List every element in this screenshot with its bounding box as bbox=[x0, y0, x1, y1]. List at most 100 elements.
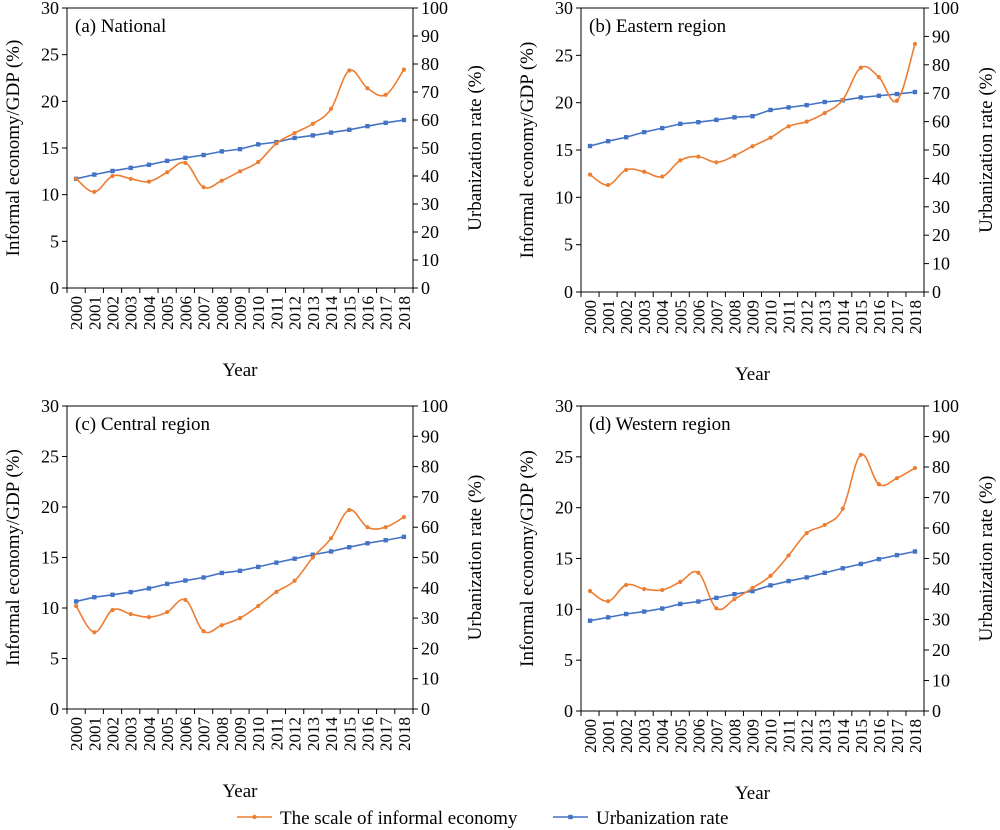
data-point bbox=[641, 129, 647, 135]
x-tick-label: 2012 bbox=[798, 719, 817, 753]
data-point bbox=[732, 591, 737, 597]
data-point bbox=[201, 152, 206, 158]
x-tick-label: 2012 bbox=[286, 717, 305, 751]
data-point bbox=[732, 597, 737, 602]
y-tick-label: 20 bbox=[41, 497, 59, 517]
x-axis-title: Year bbox=[735, 364, 771, 385]
data-point bbox=[822, 110, 827, 116]
data-point bbox=[383, 92, 388, 97]
data-point bbox=[164, 158, 170, 164]
y-right-tick-label: 0 bbox=[421, 699, 430, 719]
y-tick-label: 5 bbox=[50, 231, 59, 251]
data-point bbox=[401, 534, 407, 540]
y-right-tick-label: 10 bbox=[932, 671, 950, 691]
panel-title: (b) Eastern region bbox=[589, 16, 727, 37]
legend-marker-urbanization-rate bbox=[568, 814, 573, 820]
y-right-tick-label: 80 bbox=[421, 54, 439, 74]
data-point bbox=[165, 609, 170, 615]
y-right-tick-label: 40 bbox=[421, 166, 439, 186]
data-point bbox=[383, 120, 388, 125]
x-tick-label: 2006 bbox=[689, 300, 708, 334]
x-tick-label: 2002 bbox=[104, 296, 123, 330]
y-tick-label: 20 bbox=[41, 91, 59, 111]
data-point bbox=[183, 155, 188, 160]
data-point bbox=[237, 146, 243, 152]
series-urbanization-rate bbox=[587, 549, 918, 623]
series-line-urbanization-rate bbox=[589, 91, 916, 147]
y-tick-label: 25 bbox=[41, 45, 59, 65]
y-right-tick-label: 20 bbox=[932, 225, 950, 245]
x-tick-label: 2013 bbox=[816, 719, 835, 753]
data-point bbox=[128, 176, 133, 181]
y-right-tick-label: 40 bbox=[932, 579, 950, 599]
data-point bbox=[128, 589, 133, 595]
x-tick-label: 2009 bbox=[744, 719, 763, 753]
series-urbanization-rate bbox=[73, 534, 407, 604]
x-tick-label: 2017 bbox=[888, 719, 907, 754]
data-point bbox=[732, 153, 737, 158]
x-tick-label: 2003 bbox=[635, 300, 654, 334]
series-informal-economy bbox=[587, 452, 918, 611]
data-point bbox=[401, 515, 406, 520]
data-point bbox=[894, 476, 900, 481]
x-tick-label: 2005 bbox=[158, 296, 177, 330]
y-tick-label: 25 bbox=[41, 447, 59, 467]
data-point bbox=[605, 139, 611, 144]
y-tick-label: 10 bbox=[555, 187, 573, 207]
y-tick-label: 0 bbox=[564, 701, 573, 721]
data-point bbox=[750, 114, 755, 119]
data-point bbox=[237, 616, 243, 621]
x-tick-label: 2003 bbox=[122, 717, 141, 751]
data-point bbox=[328, 549, 334, 554]
data-point bbox=[660, 125, 665, 131]
data-point bbox=[876, 556, 882, 562]
data-point bbox=[183, 160, 188, 166]
y-right-axis-title: Urbanization rate (%) bbox=[976, 476, 997, 642]
data-point bbox=[73, 599, 79, 604]
data-point bbox=[347, 507, 352, 513]
x-tick-label: 2009 bbox=[231, 717, 250, 751]
x-tick-label: 2010 bbox=[249, 717, 268, 751]
x-tick-label: 2009 bbox=[231, 296, 250, 330]
legend-label-informal-economy: The scale of informal economy bbox=[280, 808, 518, 829]
data-point bbox=[696, 119, 701, 125]
x-tick-label: 2014 bbox=[834, 300, 853, 335]
y-right-tick-label: 50 bbox=[421, 138, 439, 158]
data-point bbox=[74, 176, 79, 181]
data-point bbox=[110, 168, 115, 174]
x-tick-label: 2014 bbox=[322, 717, 341, 752]
data-point bbox=[768, 583, 773, 588]
data-point bbox=[714, 606, 719, 611]
data-point bbox=[822, 522, 827, 528]
data-point bbox=[383, 538, 388, 543]
data-point bbox=[328, 106, 334, 111]
y-right-tick-label: 70 bbox=[421, 487, 439, 507]
y-tick-label: 25 bbox=[555, 447, 573, 467]
data-point bbox=[660, 174, 665, 179]
data-point bbox=[876, 75, 881, 80]
y-right-tick-label: 30 bbox=[421, 608, 439, 628]
data-point bbox=[894, 91, 900, 97]
data-point bbox=[750, 144, 755, 149]
x-tick-label: 2011 bbox=[267, 717, 286, 750]
data-point bbox=[328, 536, 334, 541]
data-point bbox=[786, 124, 791, 129]
data-point bbox=[624, 582, 629, 588]
data-point bbox=[165, 170, 170, 175]
x-tick-label: 2004 bbox=[140, 717, 159, 752]
y-right-tick-label: 60 bbox=[421, 110, 439, 130]
y-right-tick-label: 100 bbox=[421, 396, 448, 416]
x-tick-label: 2018 bbox=[395, 296, 414, 330]
y-right-tick-label: 50 bbox=[932, 549, 950, 569]
y-right-tick-label: 100 bbox=[932, 396, 959, 416]
x-tick-label: 2007 bbox=[707, 719, 726, 754]
data-point bbox=[750, 588, 755, 594]
data-point bbox=[201, 185, 206, 190]
data-point bbox=[786, 578, 791, 584]
y-right-tick-label: 0 bbox=[932, 701, 941, 721]
data-point bbox=[92, 189, 97, 194]
y-right-tick-label: 100 bbox=[421, 0, 448, 18]
y-tick-label: 15 bbox=[41, 138, 59, 158]
y-right-tick-label: 30 bbox=[932, 610, 950, 630]
